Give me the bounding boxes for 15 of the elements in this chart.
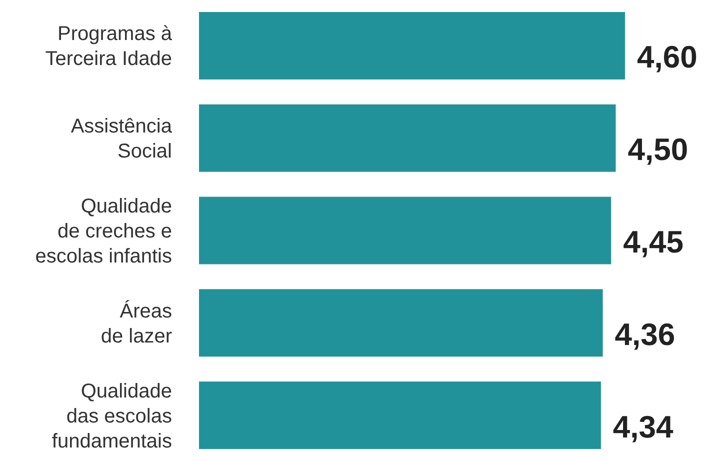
bar bbox=[199, 289, 603, 357]
bar bbox=[199, 382, 601, 449]
bar bbox=[199, 12, 625, 80]
data-label: 4,50 bbox=[628, 132, 688, 168]
y-tick-label: Áreas de lazer bbox=[100, 299, 172, 348]
y-tick-label: Qualidade de creches e escolas infantis bbox=[35, 196, 172, 268]
data-label: 4,36 bbox=[614, 316, 676, 352]
bar bbox=[199, 104, 616, 172]
data-label: 4,34 bbox=[612, 409, 674, 444]
y-tick-label: Assistência Social bbox=[70, 116, 173, 163]
data-label: 4,60 bbox=[637, 40, 698, 75]
y-tick-label: Qualidade das escolas fundamentais bbox=[52, 380, 172, 452]
y-tick-label: Programas à Terceira Idade bbox=[45, 23, 173, 70]
bar bbox=[199, 196, 612, 264]
data-label: 4,45 bbox=[623, 224, 684, 260]
